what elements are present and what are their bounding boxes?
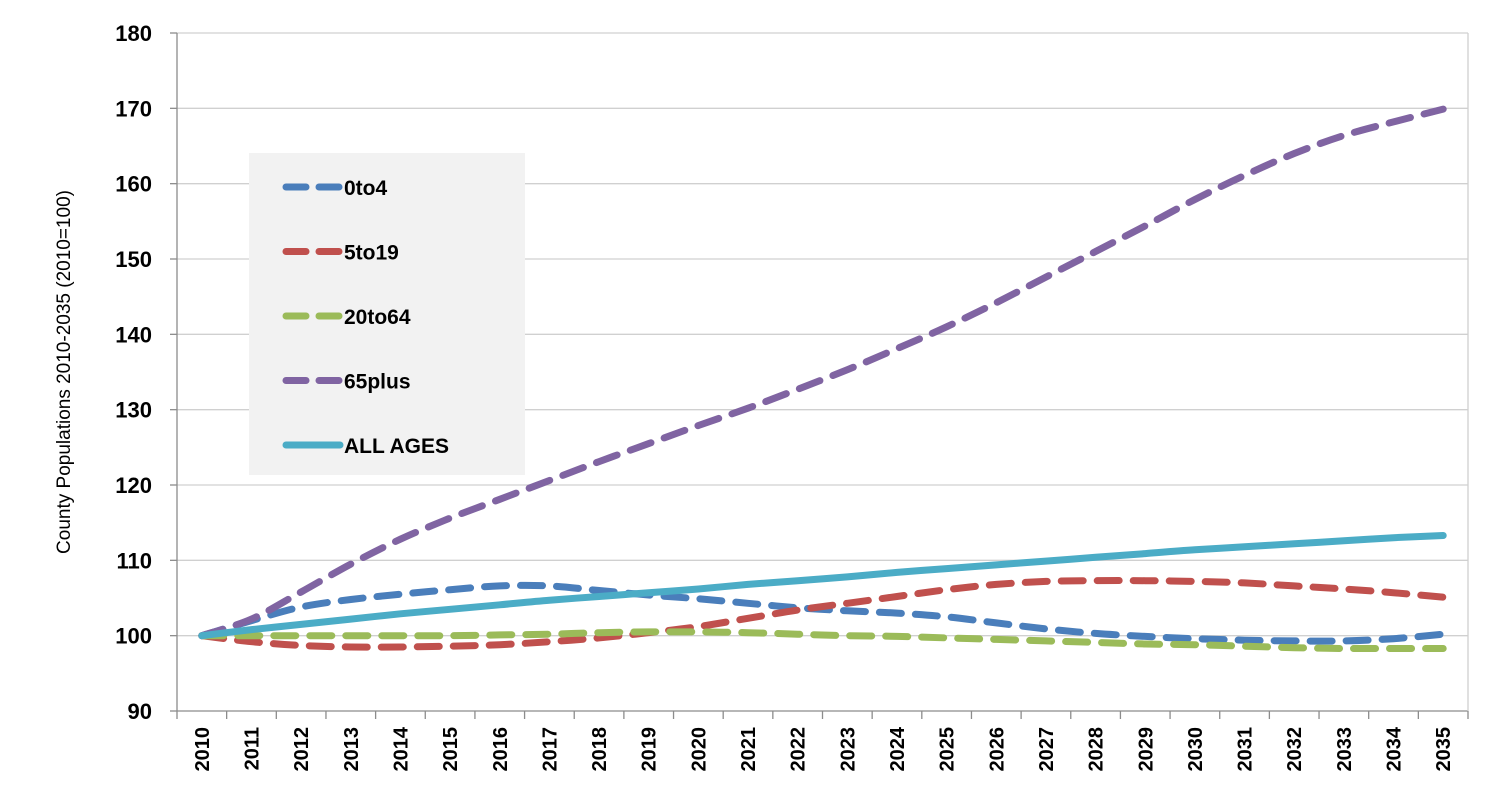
series-lines [198,105,1447,653]
y-tick-label: 170 [115,96,152,121]
x-tick-label: 2021 [738,727,760,772]
x-tick-label: 2034 [1384,726,1406,771]
x-tick-label: 2026 [986,727,1008,772]
y-axis-ticks: 90 100 110 120 130 140 150 160 170 180 [115,21,177,724]
y-tick-label: 160 [115,172,152,197]
legend: 0to4 5to19 20to64 65plus ALL AGES [249,153,525,475]
x-tick-label: 2022 [788,727,810,772]
x-tick-label: 2020 [688,727,710,772]
y-tick-label: 150 [115,247,152,272]
x-tick-label: 2014 [390,726,412,771]
y-axis-label: County Populations 2010-2035 (2010=100) [54,190,75,554]
series-line-5to19 [198,577,1447,651]
legend-label: 65plus [344,371,411,394]
legend-label: ALL AGES [344,435,449,458]
series-line-20to64 [198,628,1447,653]
x-tick-label: 2028 [1086,727,1108,772]
x-tick-label: 2012 [291,727,313,772]
x-tick-label: 2023 [837,727,859,772]
x-tick-label: 2011 [241,727,263,770]
y-tick-label: 100 [115,624,152,649]
x-tick-label: 2018 [589,727,611,772]
x-tick-label: 2027 [1036,727,1058,772]
x-tick-label: 2017 [539,727,561,772]
x-tick-label: 2029 [1135,727,1157,772]
x-tick-label: 2013 [341,727,363,772]
series-line-all-ages [198,532,1447,640]
x-tick-label: 2016 [490,727,512,772]
x-tick-label: 2035 [1433,727,1455,772]
y-tick-label: 120 [115,473,152,498]
legend-label: 20to64 [344,306,411,329]
series-line-65plus [198,105,1447,640]
x-tick-label: 2015 [440,727,462,772]
x-tick-label: 2030 [1185,727,1207,772]
y-tick-label: 180 [115,21,152,46]
y-tick-label: 140 [115,322,152,347]
x-tick-label: 2031 [1235,727,1257,772]
x-tick-label: 2033 [1334,727,1356,772]
x-tick-label: 2024 [887,726,909,771]
legend-label: 5to19 [344,242,399,265]
y-tick-label: 110 [117,548,153,573]
x-tick-label: 2025 [937,727,959,772]
x-tick-label: 2010 [192,727,214,772]
y-tick-label: 130 [115,398,152,423]
x-tick-label: 2019 [639,727,661,772]
y-tick-label: 90 [128,699,152,724]
x-tick-label: 2032 [1284,727,1306,772]
legend-label: 0to4 [344,177,388,200]
x-axis-ticks: 2010 2011 2012 2013 2014 2015 2016 2017 2018 2019… [176,711,1469,772]
